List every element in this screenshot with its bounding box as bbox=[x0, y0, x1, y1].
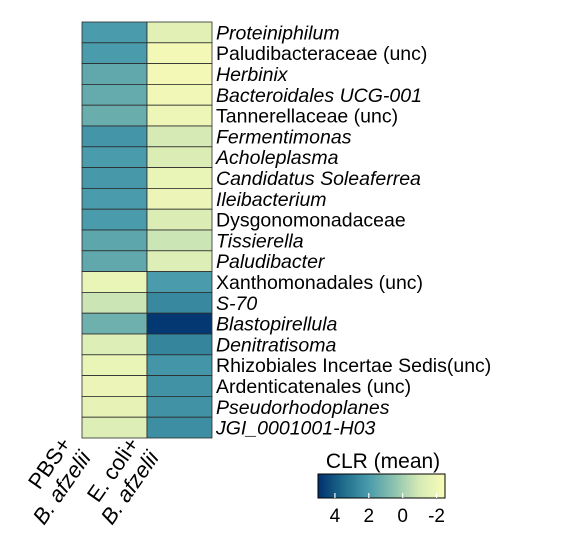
legend-tick-label: -2 bbox=[428, 506, 445, 527]
heatmap-cell bbox=[81, 354, 148, 376]
heatmap-cell bbox=[81, 167, 148, 189]
row-label: Candidatus Soleaferrea bbox=[216, 168, 421, 190]
heatmap-cell bbox=[146, 312, 213, 335]
heatmap-cell bbox=[81, 229, 148, 252]
heatmap-cell bbox=[146, 208, 213, 231]
heatmap-cells bbox=[81, 21, 213, 439]
row-label: Rhizobiales Incertae Sedis(unc) bbox=[216, 355, 491, 377]
heatmap-cell bbox=[146, 354, 213, 376]
row-label: Paludibacter bbox=[216, 251, 326, 273]
heatmap-cell bbox=[146, 416, 213, 439]
heatmap-cell bbox=[146, 271, 213, 293]
heatmap-cell bbox=[81, 312, 148, 335]
column-label: E. coli+B. afzelii bbox=[82, 433, 165, 529]
heatmap-cell bbox=[81, 395, 148, 418]
heatmap-cell bbox=[146, 250, 213, 273]
heatmap-cell bbox=[146, 63, 213, 85]
heatmap-cell bbox=[81, 333, 148, 356]
row-label: Xanthomonadales (unc) bbox=[216, 272, 423, 294]
row-label: Pseudorhodoplanes bbox=[216, 397, 390, 419]
color-legend: CLR (mean) 4 2 0 -2 bbox=[317, 450, 446, 527]
row-label: JGI_0001001-H03 bbox=[215, 418, 376, 440]
heatmap-cell bbox=[146, 42, 213, 64]
heatmap-cell bbox=[81, 375, 148, 397]
legend-tick-label: 2 bbox=[364, 506, 375, 527]
row-label: Herbinix bbox=[216, 64, 289, 86]
row-label: Blastopirellula bbox=[216, 314, 338, 336]
column-label: PBS+B. afzelii bbox=[23, 433, 96, 529]
row-label: Denitratisoma bbox=[216, 334, 336, 356]
heatmap-cell bbox=[146, 84, 213, 106]
heatmap-cell bbox=[146, 229, 213, 252]
row-label: Dysgonomonadaceae bbox=[216, 210, 406, 232]
legend-tick-label: 4 bbox=[330, 506, 341, 527]
row-label: Tissierella bbox=[216, 230, 304, 252]
heatmap-cell bbox=[146, 395, 213, 418]
legend-tick-label: 0 bbox=[397, 506, 408, 527]
heatmap-cell bbox=[81, 104, 148, 127]
row-label: Paludibacteraceae (unc) bbox=[216, 43, 427, 65]
heatmap-cell bbox=[81, 63, 148, 85]
row-label: Tannerellaceae (unc) bbox=[216, 106, 398, 128]
heatmap-cell bbox=[81, 416, 148, 439]
heatmap-cell bbox=[81, 21, 148, 44]
heatmap-cell bbox=[146, 146, 213, 169]
heatmap-cell bbox=[81, 250, 148, 273]
heatmap-cell bbox=[146, 375, 213, 397]
row-label: Proteiniphilum bbox=[216, 22, 340, 44]
heatmap-cell bbox=[81, 42, 148, 64]
legend-title: CLR (mean) bbox=[326, 450, 440, 473]
row-label: Ardenticatenales (unc) bbox=[216, 376, 411, 398]
row-label: Fermentimonas bbox=[216, 126, 352, 148]
legend-ticks: 4 2 0 -2 bbox=[330, 493, 445, 527]
legend-colorbar bbox=[317, 473, 446, 499]
heatmap-cell bbox=[146, 104, 213, 127]
row-label: Acholeplasma bbox=[215, 147, 339, 169]
heatmap-cell bbox=[81, 125, 148, 148]
heatmap-cell bbox=[81, 271, 148, 293]
heatmap-cell bbox=[146, 167, 213, 189]
row-label: Bacteroidales UCG-001 bbox=[216, 85, 422, 107]
heatmap-cell bbox=[81, 146, 148, 169]
heatmap-cell bbox=[146, 333, 213, 356]
heatmap-cell bbox=[81, 84, 148, 106]
heatmap-cell bbox=[146, 21, 213, 44]
heatmap-cell bbox=[81, 187, 148, 210]
heatmap-cell bbox=[146, 125, 213, 148]
heatmap-cell bbox=[81, 291, 148, 314]
heatmap-cell bbox=[146, 291, 213, 314]
heatmap-cell bbox=[81, 208, 148, 231]
row-label: S-70 bbox=[216, 293, 257, 315]
row-label: Ileibacterium bbox=[216, 189, 327, 211]
heatmap-cell bbox=[146, 187, 213, 210]
